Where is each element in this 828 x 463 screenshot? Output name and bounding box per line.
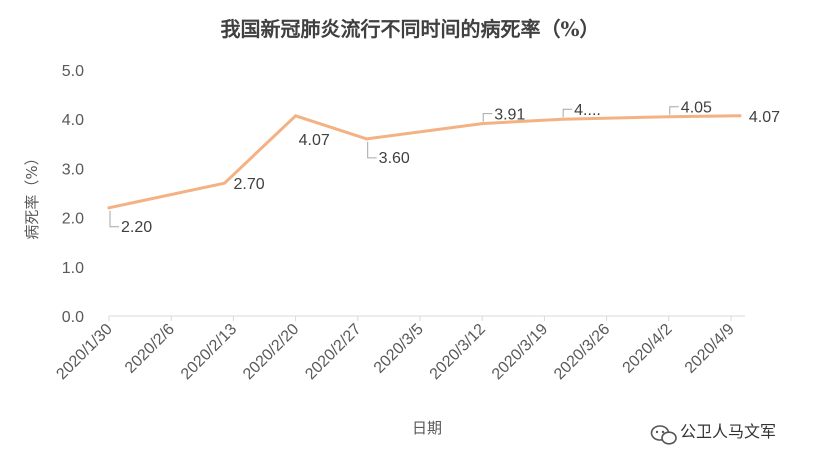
data-label-leader [367, 141, 377, 159]
wechat-icon [650, 425, 677, 445]
y-tick-label: 5.0 [62, 63, 84, 80]
data-point [667, 115, 671, 119]
y-axis: 0.0 1.0 2.0 3.0 4.0 5.0 [62, 63, 84, 326]
x-axis-title: 日期 [412, 419, 442, 437]
watermark: 公卫人马文军 [650, 422, 776, 445]
series-path [107, 114, 742, 210]
data-label-leader [562, 108, 573, 118]
data-label: 3.91 [494, 107, 525, 124]
x-tick-label: 2020/2/27 [302, 321, 364, 383]
data-label-leader [669, 106, 679, 115]
y-tick-label: 0.0 [62, 309, 84, 326]
x-tick-label: 2020/2/13 [178, 321, 240, 383]
x-tick-label: 2020/4/9 [682, 321, 738, 377]
data-label-leader [482, 113, 493, 122]
data-label: 4.07 [749, 109, 780, 126]
data-point [738, 114, 742, 118]
data-point [365, 137, 369, 141]
y-tick-label: 1.0 [62, 260, 84, 277]
x-tick-label: 2020/4/2 [620, 321, 676, 377]
data-point [560, 117, 564, 121]
data-label: 2.20 [121, 219, 152, 236]
data-label: 4.07 [299, 132, 330, 149]
data-point [294, 114, 298, 118]
x-axis: 2020/1/30 2020/2/6 2020/2/13 2020/2/20 2020/… [53, 315, 745, 383]
y-tick-label: 4.0 [62, 112, 84, 129]
x-tick-label: 2020/2/6 [122, 321, 178, 377]
data-point [480, 122, 484, 126]
series-line [107, 114, 742, 210]
y-axis-title-group: 病死率（%） [23, 150, 41, 239]
y-tick-label: 3.0 [62, 161, 84, 178]
data-labels: 2.20 2.70 4.07 3.60 3.91 4.... 4.05 4.07 [109, 100, 780, 236]
x-tick-label: 2020/2/20 [240, 321, 302, 383]
x-tick-label: 2020/3/26 [551, 321, 613, 383]
chart-title: 我国新冠肺炎流行不同时间的病死率（%） [220, 17, 599, 41]
x-tick-label: 2020/3/19 [489, 321, 551, 383]
data-point [107, 206, 111, 210]
data-label-leader [109, 210, 119, 228]
data-label: 2.70 [234, 176, 265, 193]
x-tick-label: 2020/3/12 [427, 321, 489, 383]
watermark-text: 公卫人马文军 [680, 422, 776, 441]
data-label: 4.05 [681, 100, 712, 117]
data-label: 4.... [574, 102, 601, 119]
x-tick-label: 2020/3/5 [371, 321, 427, 377]
y-axis-title: 病死率（%） [23, 150, 41, 239]
x-tick-label: 2020/1/30 [53, 321, 115, 383]
data-point [223, 181, 227, 185]
data-label: 3.60 [379, 150, 410, 167]
y-tick-label: 2.0 [62, 211, 84, 228]
